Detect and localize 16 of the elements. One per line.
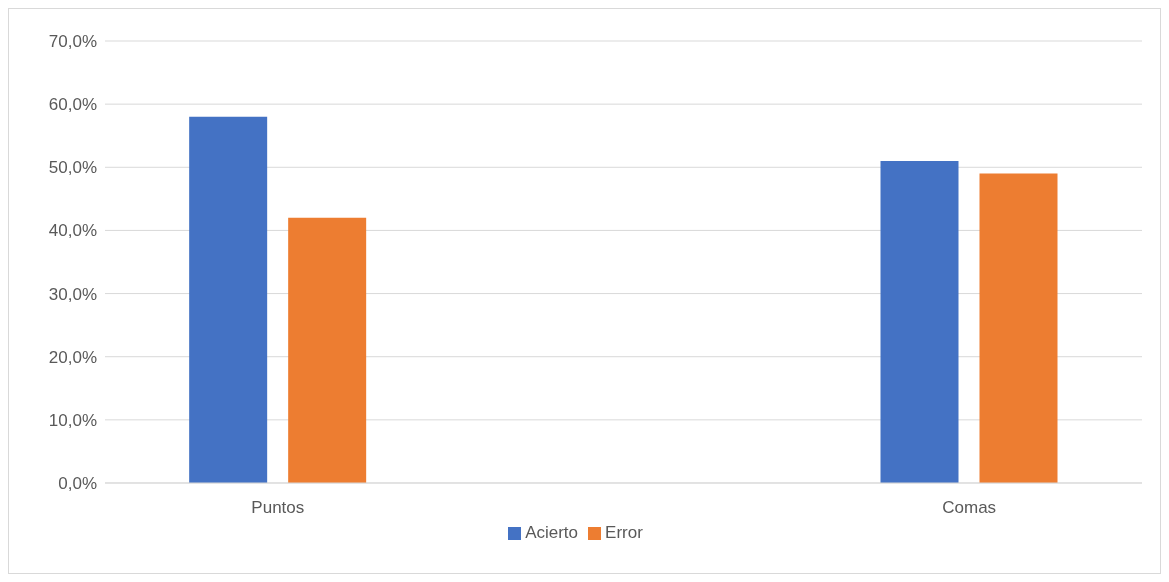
y-tick-label: 30,0% bbox=[48, 284, 97, 304]
bar bbox=[288, 217, 367, 483]
y-tick-label: 10,0% bbox=[48, 410, 97, 430]
legend-label: Error bbox=[605, 523, 643, 542]
y-tick-label: 60,0% bbox=[48, 95, 97, 115]
y-tick-label: 20,0% bbox=[48, 347, 97, 367]
bar bbox=[880, 160, 959, 483]
bar bbox=[189, 116, 268, 483]
x-tick-label: Comas bbox=[942, 498, 997, 518]
x-tick-label: Puntos bbox=[251, 498, 305, 518]
y-tick-label: 0,0% bbox=[58, 474, 97, 494]
y-tick-label: 50,0% bbox=[48, 158, 97, 178]
y-tick-label: 40,0% bbox=[48, 221, 97, 241]
legend-label: Acierto bbox=[525, 523, 579, 542]
bar bbox=[979, 173, 1058, 483]
y-tick-label: 70,0% bbox=[48, 32, 97, 52]
